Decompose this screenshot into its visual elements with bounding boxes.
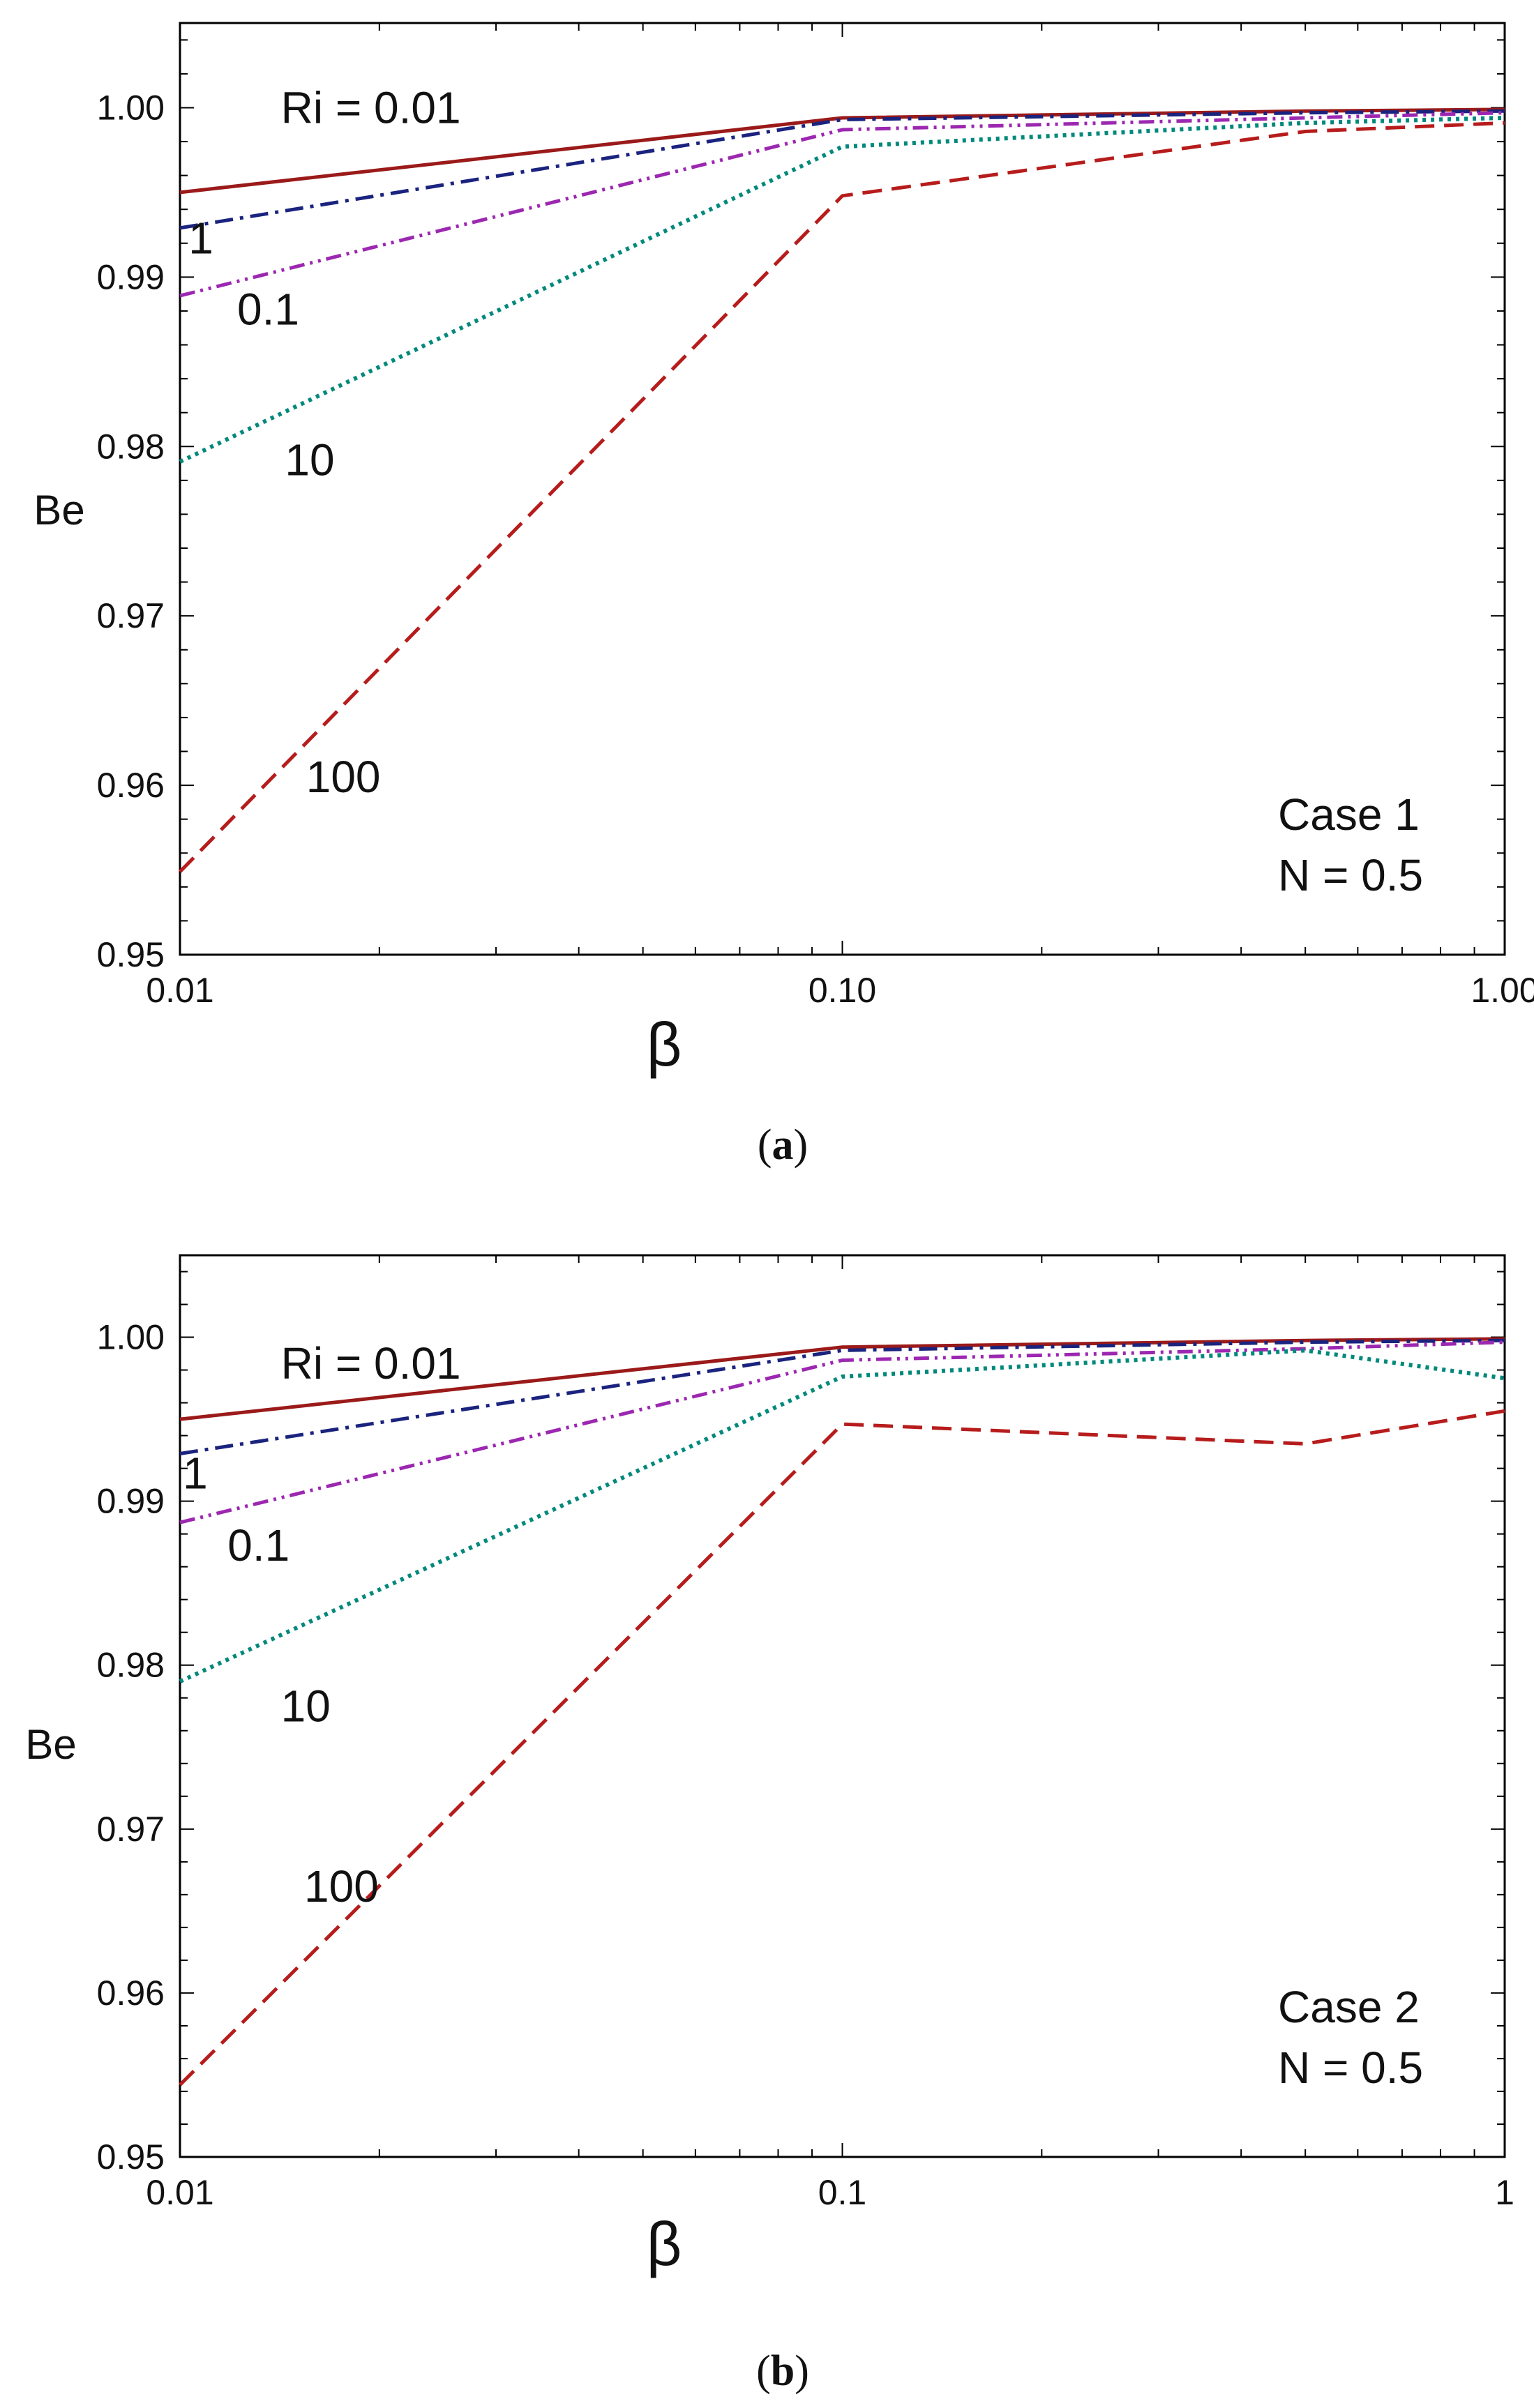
annotation-case: Case 1 [1278,789,1420,840]
curve-label-ri-1: 1 [183,1448,208,1499]
x-tick-label: 0.10 [809,971,876,1010]
series-line-ri-0-1 [179,1340,1505,1524]
curve-label-ri-100: 100 [306,752,381,802]
annotation-case: Case 2 [1278,1982,1420,2032]
y-tick-label: 0.99 [97,1482,165,1521]
tick-marks [179,23,1505,955]
y-tick-label: 0.95 [97,935,165,974]
series-line-ri-1 [179,109,1505,230]
curve-label-ri-100: 100 [304,1861,379,1911]
chart-panel-a: 0.95 0.96 0.97 0.98 0.99 1.00 0.01 0.10 1.00 Ri… [33,22,1534,1169]
panel-caption-a: (a) [758,1121,808,1169]
chart-panel-b: 0.95 0.96 0.97 0.98 0.99 1.00 0.01 0.1 1 Ri = 0… [25,1254,1514,2395]
y-tick-label: 0.98 [97,1646,165,1685]
x-tick-label: 0.01 [146,971,213,1010]
x-tick-labels: 0.01 0.10 1.00 [146,971,1534,1010]
curve-label-ri-1: 1 [188,213,213,263]
series-line-ri-0-1 [179,111,1505,298]
y-tick-label: 0.96 [97,766,165,805]
x-axis-title: β [647,1010,682,1079]
y-tick-label: 0.98 [97,427,165,466]
annotation-n: N = 0.5 [1278,2043,1423,2093]
y-tick-label: 1.00 [97,1318,165,1357]
series-group [179,107,1505,873]
y-tick-label: 0.99 [97,257,165,296]
x-tick-label: 0.01 [146,2173,213,2212]
y-tick-labels: 0.95 0.96 0.97 0.98 0.99 1.00 [97,1318,165,2176]
y-tick-label: 1.00 [97,88,165,127]
caption-letter-b: b [771,2347,795,2395]
y-axis-title: Be [25,1721,76,1768]
x-axis-title: β [647,2209,682,2278]
series-line-ri-1 [179,1338,1505,1455]
series-line-ri-100 [179,121,1505,873]
annotation-n: N = 0.5 [1278,850,1423,900]
series-line-ri-0-01 [179,1337,1505,1421]
curve-label-ri-0-1: 0.1 [227,1520,289,1570]
curve-label-ri-0-01: Ri = 0.01 [281,82,461,132]
curve-labels: Ri = 0.01 1 0.1 10 100 [188,82,460,801]
x-tick-label: 1.00 [1471,971,1534,1010]
y-tick-label: 0.95 [97,2137,165,2176]
panel-caption-b: (b) [756,2347,809,2395]
y-tick-labels: 0.95 0.96 0.97 0.98 0.99 1.00 [97,88,165,974]
curve-label-ri-10: 10 [281,1681,331,1732]
y-tick-label: 0.97 [97,1810,165,1849]
x-tick-label: 0.1 [818,2173,867,2212]
curve-label-ri-0-01: Ri = 0.01 [281,1338,461,1388]
y-tick-label: 0.97 [97,596,165,635]
curve-label-ri-0-1: 0.1 [237,285,299,335]
curve-label-ri-10: 10 [285,435,334,485]
curve-labels: Ri = 0.01 1 0.1 10 100 [183,1338,460,1911]
series-group [179,1337,1505,2087]
y-axis-title: Be [33,487,84,533]
x-tick-label: 1 [1495,2173,1514,2212]
y-tick-label: 0.96 [97,1974,165,2013]
caption-letter-a: a [772,1121,794,1169]
series-line-ri-100 [179,1409,1505,2087]
series-line-ri-10 [179,116,1505,464]
x-tick-labels: 0.01 0.1 1 [146,2173,1514,2212]
